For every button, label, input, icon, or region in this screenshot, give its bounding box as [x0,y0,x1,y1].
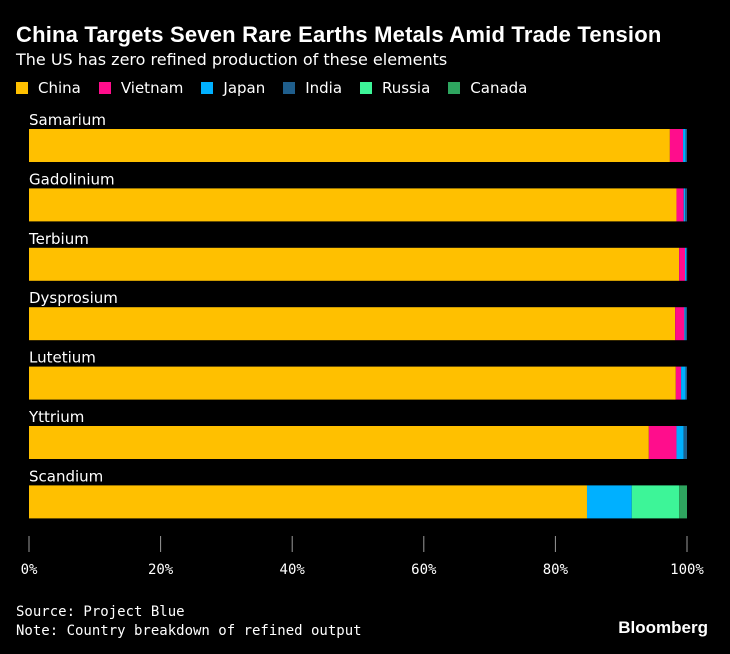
legend-item-canada: Canada [448,79,527,97]
x-tick-label-40: 40% [280,562,306,578]
legend-swatch-japan [201,82,214,94]
bar-lutetium-japan [681,366,686,400]
bar-scandium-russia [631,485,680,519]
legend-item-japan: Japan [201,79,265,97]
bar-gadolinium-vietnam [676,188,684,222]
bar-dysprosium-india [685,307,687,341]
bar-dysprosium-japan [684,307,686,341]
category-label-gadolinium: Gadolinium [29,170,115,188]
chart-subtitle: The US has zero refined production of th… [16,50,448,69]
legend-swatch-canada [448,82,461,94]
bar-gadolinium-india [685,188,687,222]
legend-label-china: China [38,79,81,97]
category-label-scandium: Scandium [29,467,103,485]
category-label-samarium: Samarium [29,111,106,129]
bar-terbium-vietnam [679,247,686,281]
bar-dysprosium-china [29,307,676,341]
stacked-bar-chart: Samarium Gadolinium Terbium Dysprosium Lutet… [21,111,705,578]
bar-lutetium-vietnam [675,366,682,400]
bar-terbium-india [686,247,688,281]
source-note: Source: Project Blue [16,604,185,620]
legend-label-russia: Russia [382,79,431,97]
bar-scandium-china [29,485,587,519]
chart-title: China Targets Seven Rare Earths Metals A… [16,22,662,47]
bar-samarium-japan [683,129,686,162]
category-label-yttrium: Yttrium [28,408,84,426]
footnote: Note: Country breakdown of refined outpu… [16,623,362,639]
x-tick-label-100: 100% [670,562,704,578]
legend-item-vietnam: Vietnam [98,79,184,97]
legend-swatch-china [16,82,28,94]
legend-item-china: China [16,79,81,97]
category-label-dysprosium: Dysprosium [29,289,118,307]
bar-terbium-japan [685,247,687,281]
legend-label-vietnam: Vietnam [120,79,184,97]
bar-samarium-india [685,129,687,162]
bar-scandium-japan [586,485,632,519]
bar-samarium-china [29,129,670,162]
bar-gadolinium-china [29,188,677,222]
category-label-lutetium: Lutetium [29,349,96,367]
legend-item-india: India [283,79,342,97]
legend-label-japan: Japan [223,79,266,97]
bar-yttrium-japan [676,426,684,459]
bar-lutetium-india [685,366,687,400]
bar-yttrium-vietnam [648,426,677,459]
x-tick-label-60: 60% [411,562,437,578]
x-tick-label-20: 20% [148,562,174,578]
bar-lutetium-china [29,366,676,400]
bar-yttrium-india [683,426,687,459]
legend-swatch-india [283,82,296,94]
legend: China Vietnam Japan India Russia Canada [16,79,545,97]
bar-terbium-china [29,247,680,281]
x-tick-label-0: 0% [21,562,38,578]
x-tick-label-80: 80% [543,562,569,578]
legend-swatch-vietnam [98,82,111,94]
bar-samarium-vietnam [669,129,684,162]
bar-gadolinium-japan [683,188,686,222]
legend-label-canada: Canada [470,79,528,97]
legend-label-india: India [305,79,343,97]
bloomberg-logo: Bloomberg [618,618,708,637]
legend-swatch-russia [360,82,373,94]
bar-scandium-canada [679,485,687,519]
bar-dysprosium-vietnam [675,307,685,341]
bar-yttrium-china [29,426,649,459]
legend-item-russia: Russia [360,79,430,97]
category-label-terbium: Terbium [28,230,89,248]
